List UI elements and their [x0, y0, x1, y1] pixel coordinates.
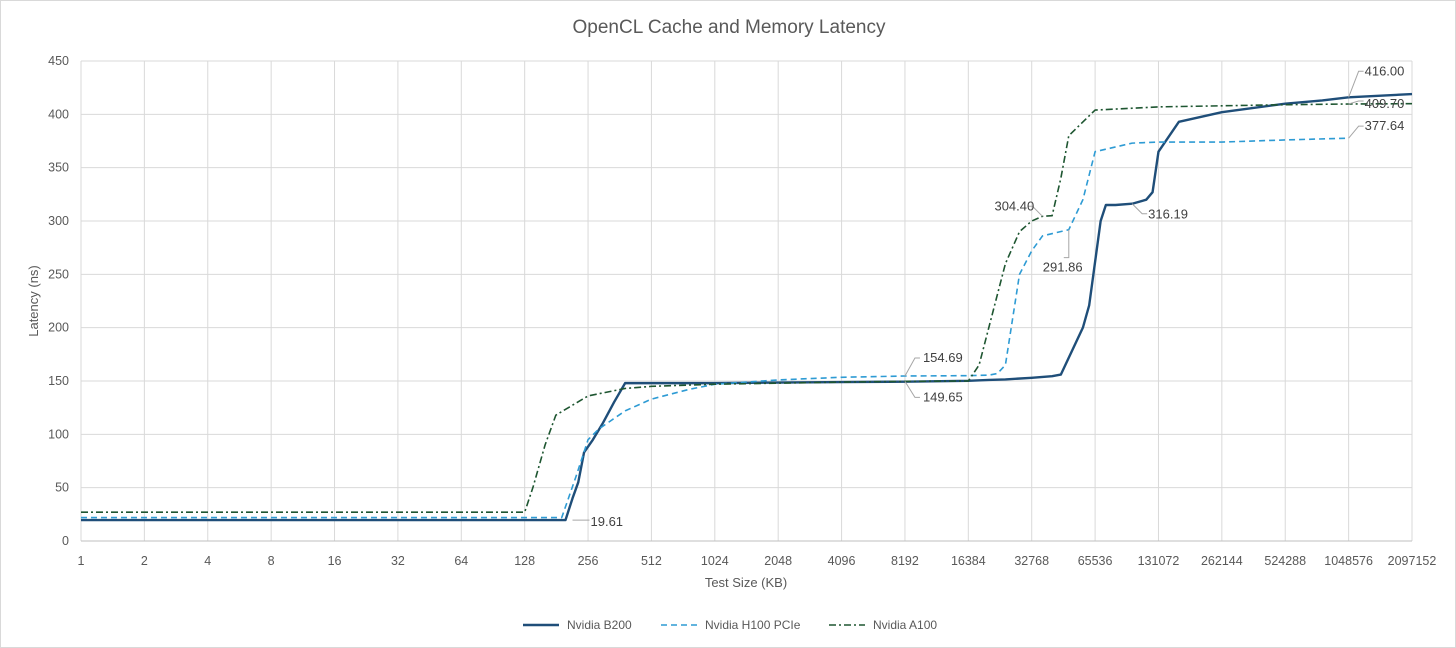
y-tick-label: 150 — [48, 374, 69, 388]
axis-layer: 0 50 100 150 200 250 300 350 400 450 1 2 4 8 16 32 64 128… — [48, 54, 1436, 568]
chart-title: OpenCL Cache and Memory Latency — [573, 17, 886, 38]
x-tick-label: 32 — [391, 554, 405, 568]
data-label: 19.61 — [591, 514, 624, 529]
y-tick-label: 0 — [62, 534, 69, 548]
y-tick-label: 250 — [48, 267, 69, 281]
x-tick-label: 16 — [328, 554, 342, 568]
data-label: 416.00 — [1365, 63, 1405, 78]
x-tick-label: 1048576 — [1324, 554, 1373, 568]
legend-label: Nvidia H100 PCIe — [705, 618, 801, 632]
data-label-leader — [1131, 203, 1148, 215]
x-tick-label: 128 — [514, 554, 535, 568]
grid-layer — [80, 60, 1413, 542]
legend-label: Nvidia B200 — [567, 618, 632, 632]
x-tick-label: 16384 — [951, 554, 986, 568]
data-label: 304.40 — [994, 198, 1034, 213]
data-label-leader — [1063, 229, 1070, 259]
x-tick-label: 2 — [141, 554, 148, 568]
series-line-nvidia-b200 — [81, 92, 1413, 522]
x-tick-label: 512 — [641, 554, 662, 568]
x-tick-label: 1 — [78, 554, 85, 568]
x-axis-label: Test Size (KB) — [705, 575, 787, 590]
legend-label: Nvidia A100 — [873, 618, 937, 632]
data-label: 149.65 — [923, 389, 963, 404]
x-tick-label: 8 — [268, 554, 275, 568]
data-label: 409.70 — [1365, 96, 1405, 111]
x-tick-label: 131072 — [1138, 554, 1180, 568]
y-tick-label: 400 — [48, 107, 69, 121]
x-tick-label: 4096 — [828, 554, 856, 568]
x-tick-label: 64 — [454, 554, 468, 568]
x-tick-label: 524288 — [1264, 554, 1306, 568]
x-tick-label: 8192 — [891, 554, 919, 568]
data-label-leader — [904, 381, 920, 398]
data-label-leader — [1348, 125, 1364, 139]
x-tick-label: 2048 — [764, 554, 792, 568]
y-tick-label: 300 — [48, 214, 69, 228]
annotation-layer: 19.61 154.69 149.65 304.40 291.86 316.19 416.0… — [572, 63, 1405, 529]
x-tick-label: 262144 — [1201, 554, 1243, 568]
x-tick-label: 65536 — [1078, 554, 1113, 568]
x-tick-label: 2097152 — [1388, 554, 1437, 568]
data-label: 316.19 — [1148, 207, 1188, 222]
data-label-leader — [1348, 70, 1364, 98]
data-label-leader — [904, 357, 920, 377]
x-tick-label: 1024 — [701, 554, 729, 568]
legend: Nvidia B200 Nvidia H100 PCIe Nvidia A100 — [523, 618, 937, 632]
y-tick-label: 350 — [48, 161, 69, 175]
y-tick-label: 100 — [48, 427, 69, 441]
series-line-nvidia-h100-pcie — [81, 137, 1349, 519]
y-tick-label: 50 — [55, 481, 69, 495]
y-tick-label: 450 — [48, 54, 69, 68]
x-tick-label: 4 — [204, 554, 211, 568]
data-label-leader — [1348, 100, 1364, 105]
series-layer — [81, 92, 1413, 522]
y-tick-label: 200 — [48, 321, 69, 335]
series-line-nvidia-a100 — [81, 102, 1413, 513]
x-tick-label: 256 — [578, 554, 599, 568]
data-label: 377.64 — [1365, 118, 1405, 133]
data-label: 154.69 — [923, 350, 963, 365]
data-label-leader — [1027, 205, 1043, 217]
data-label: 291.86 — [1043, 260, 1083, 275]
y-axis-label: Latency (ns) — [26, 265, 41, 337]
x-tick-label: 32768 — [1014, 554, 1049, 568]
